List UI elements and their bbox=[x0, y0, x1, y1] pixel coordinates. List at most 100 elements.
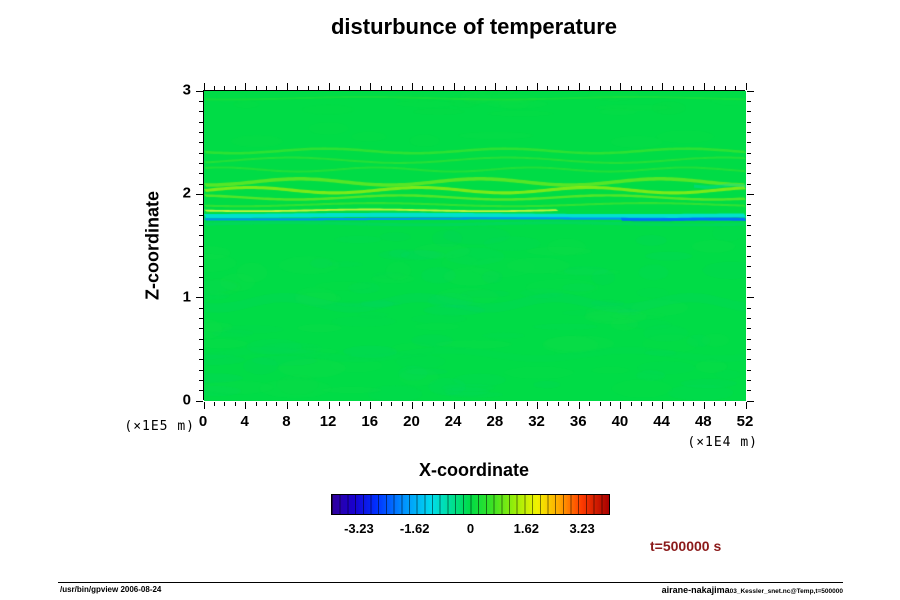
tick-mark bbox=[199, 369, 203, 371]
y-tick-label: 1 bbox=[182, 288, 191, 306]
tick-mark bbox=[359, 402, 361, 406]
colorbar-tick-label: 0 bbox=[466, 521, 475, 536]
tick-mark bbox=[318, 402, 320, 406]
tick-mark bbox=[196, 400, 203, 402]
tick-mark bbox=[245, 83, 247, 90]
tick-mark bbox=[747, 379, 751, 381]
colorbar-tick-label: 1.62 bbox=[513, 521, 539, 536]
x-tick-label: 36 bbox=[569, 413, 587, 430]
x-tick-label: 8 bbox=[282, 413, 291, 430]
tick-mark bbox=[297, 402, 299, 406]
tick-mark bbox=[380, 86, 382, 90]
tick-mark bbox=[199, 245, 203, 247]
tick-mark bbox=[703, 83, 705, 90]
plot-frame bbox=[196, 83, 754, 409]
tick-mark bbox=[328, 402, 330, 409]
tick-mark bbox=[359, 86, 361, 90]
tick-mark bbox=[747, 235, 751, 237]
x-tick-labels: 0 4 8 12 16 20 24 28 32 36 40 44 48 52 bbox=[199, 413, 754, 430]
tick-mark bbox=[297, 86, 299, 90]
y-tick-label: 0 bbox=[182, 391, 191, 409]
tick-mark bbox=[610, 86, 611, 90]
tick-mark bbox=[630, 402, 632, 406]
tick-mark bbox=[693, 402, 695, 406]
tick-mark bbox=[505, 86, 507, 90]
tick-mark bbox=[401, 402, 403, 406]
tick-mark bbox=[276, 86, 278, 90]
tick-mark bbox=[589, 86, 591, 90]
tick-mark bbox=[747, 338, 751, 340]
tick-mark bbox=[747, 183, 751, 185]
tick-mark bbox=[453, 83, 455, 90]
colorbar-tick-label: -1.62 bbox=[399, 521, 430, 536]
tick-mark bbox=[747, 100, 751, 102]
tick-mark bbox=[747, 328, 751, 330]
tick-mark bbox=[714, 402, 716, 406]
tick-mark bbox=[484, 402, 486, 406]
tick-mark bbox=[693, 86, 695, 90]
tick-mark bbox=[516, 86, 518, 90]
chart-title: disturbunce of temperature bbox=[330, 14, 618, 39]
tick-mark bbox=[391, 86, 393, 90]
tick-mark bbox=[213, 402, 215, 406]
footer-file-main: airane-nakajima bbox=[661, 585, 730, 595]
tick-mark bbox=[411, 83, 413, 90]
tick-mark bbox=[747, 245, 751, 247]
tick-mark bbox=[203, 402, 205, 409]
tick-mark bbox=[537, 83, 539, 90]
tick-mark bbox=[747, 297, 754, 299]
x-tick-label: 32 bbox=[528, 413, 545, 430]
colorbar-tick-label: -3.23 bbox=[344, 521, 374, 536]
tick-mark bbox=[672, 402, 674, 406]
tick-mark bbox=[432, 86, 434, 90]
tick-mark bbox=[578, 83, 580, 90]
x-tick-label: 48 bbox=[694, 413, 712, 430]
tick-mark bbox=[747, 400, 754, 402]
tick-mark bbox=[199, 111, 203, 113]
y-tick-label: 2 bbox=[182, 184, 191, 202]
tick-mark bbox=[286, 402, 288, 409]
tick-mark bbox=[747, 204, 751, 206]
tick-mark bbox=[735, 86, 737, 90]
tick-mark bbox=[620, 402, 622, 409]
tick-mark bbox=[199, 173, 203, 175]
tick-mark bbox=[391, 402, 393, 406]
x-tick-label: 16 bbox=[361, 413, 379, 430]
x-tick-label: 12 bbox=[319, 413, 337, 430]
y-tick-labels: 0 1 2 3 bbox=[150, 82, 191, 409]
tick-mark bbox=[328, 83, 330, 90]
tick-mark bbox=[747, 286, 751, 288]
tick-mark bbox=[651, 86, 653, 90]
tick-mark bbox=[432, 402, 434, 406]
tick-mark bbox=[599, 402, 601, 406]
tick-mark bbox=[245, 402, 247, 409]
tick-mark bbox=[349, 402, 351, 406]
tick-mark bbox=[370, 402, 372, 409]
tick-mark bbox=[307, 402, 309, 406]
tick-mark bbox=[199, 348, 203, 350]
tick-mark bbox=[199, 235, 203, 237]
tick-mark bbox=[578, 402, 580, 409]
tick-mark bbox=[199, 152, 203, 154]
tick-mark bbox=[318, 86, 320, 90]
tick-mark bbox=[747, 131, 751, 133]
tick-mark bbox=[422, 402, 424, 406]
tick-mark bbox=[266, 402, 268, 406]
tick-mark bbox=[484, 86, 486, 90]
tick-mark bbox=[199, 286, 203, 288]
tick-mark bbox=[747, 90, 754, 92]
tick-mark bbox=[199, 276, 203, 278]
tick-mark bbox=[568, 86, 570, 90]
x-axis-label: X-coordinate bbox=[418, 460, 529, 480]
x-tick-label: 20 bbox=[403, 413, 420, 430]
footer-divider bbox=[58, 582, 843, 583]
tick-mark bbox=[276, 402, 278, 406]
tick-mark bbox=[537, 402, 539, 409]
tick-mark bbox=[370, 83, 372, 90]
tick-mark bbox=[745, 402, 747, 409]
tick-mark bbox=[453, 402, 455, 409]
tick-mark bbox=[641, 86, 643, 90]
tick-mark bbox=[557, 86, 559, 90]
tick-mark bbox=[747, 152, 751, 154]
